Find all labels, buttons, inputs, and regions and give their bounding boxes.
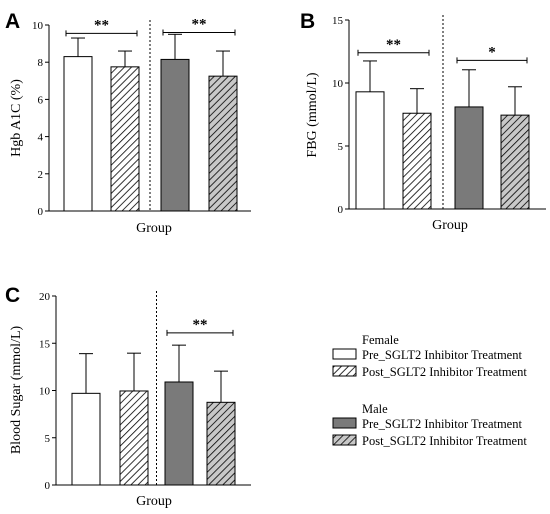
significance-label: ** <box>94 17 109 33</box>
legend-heading-male: Male <box>362 402 388 416</box>
panel-letter-b: B <box>300 10 315 33</box>
legend-swatch-female-pre <box>332 348 357 360</box>
legend-swatch-male-pre <box>332 417 357 429</box>
bar <box>160 58 190 212</box>
y-tick-label: 10 <box>39 386 51 398</box>
bar <box>402 112 432 210</box>
y-tick-label: 15 <box>39 338 51 350</box>
legend-label-male-pre: Pre_SGLT2 Inhibitor Treatment <box>362 417 522 431</box>
x-axis-label: Group <box>136 494 172 509</box>
significance-label: ** <box>386 37 401 53</box>
y-tick-label: 10 <box>32 20 44 32</box>
bar <box>206 401 236 486</box>
y-tick-label: 5 <box>338 141 344 153</box>
significance-label: ** <box>192 16 207 32</box>
bar <box>500 114 530 210</box>
x-axis-label: Group <box>432 218 468 233</box>
y-tick-label: 20 <box>39 291 51 303</box>
legend-swatch-male-post <box>332 434 357 446</box>
bar <box>164 381 194 486</box>
y-tick-label: 10 <box>332 78 344 90</box>
legend-swatch-female-post <box>332 365 357 377</box>
significance-label: ** <box>193 317 208 333</box>
bar <box>71 392 101 486</box>
y-tick-label: 15 <box>332 15 344 27</box>
bar <box>119 390 149 486</box>
legend-heading-female: Female <box>362 333 399 347</box>
y-tick-label: 0 <box>38 206 44 218</box>
y-tick-label: 8 <box>38 57 44 69</box>
legend-label-male-post: Post_SGLT2 Inhibitor Treatment <box>362 434 527 448</box>
y-axis-label: FBG (mmol/L) <box>305 72 320 158</box>
bar <box>63 56 93 212</box>
bar <box>355 91 385 210</box>
y-tick-label: 0 <box>45 480 51 492</box>
chart-panel-a: Hgb A1C (%) Group 0 2 4 6 8 10 ** ** <box>9 16 251 236</box>
legend-label-female-post: Post_SGLT2 Inhibitor Treatment <box>362 365 527 379</box>
y-tick-label: 6 <box>38 94 44 106</box>
legend-label-female-pre: Pre_SGLT2 Inhibitor Treatment <box>362 348 522 362</box>
x-axis-label: Group <box>136 221 172 236</box>
y-axis-label: Hgb A1C (%) <box>9 79 24 157</box>
chart-panel-c: Blood Sugar (mmol/L) Group 0 5 10 15 20 ** <box>9 291 251 509</box>
significance-label: * <box>488 44 496 60</box>
panel-letter-a: A <box>5 10 20 33</box>
bar <box>110 66 140 212</box>
y-tick-label: 5 <box>45 433 51 445</box>
bar <box>208 75 238 212</box>
y-axis-label: Blood Sugar (mmol/L) <box>9 326 24 455</box>
panel-letter-c: C <box>5 284 20 307</box>
y-tick-label: 2 <box>38 169 44 181</box>
y-tick-label: 4 <box>38 132 44 144</box>
bar <box>454 106 484 210</box>
y-tick-label: 0 <box>338 204 344 216</box>
legend: Female Pre_SGLT2 Inhibitor Treatment Pos… <box>332 333 527 448</box>
